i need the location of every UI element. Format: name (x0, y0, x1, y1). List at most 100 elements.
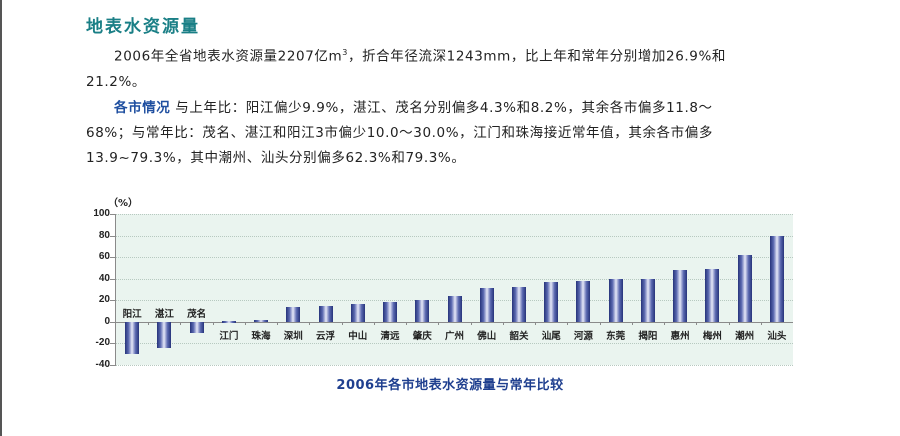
bar-16 (608, 279, 623, 322)
chart-title: 2006年各市地表水资源量与常年比较 (336, 378, 564, 393)
bar-5 (254, 320, 269, 322)
x-tick (567, 322, 568, 325)
bar-2 (157, 321, 172, 349)
x-category-label: 茂名 (187, 308, 207, 320)
x-category-label: 潮州 (735, 330, 755, 342)
x-category-label: 江门 (219, 330, 239, 342)
x-category-label: 惠州 (670, 330, 690, 342)
x-tick (535, 322, 536, 325)
y-tick-label: -20 (95, 337, 110, 348)
bar-14 (544, 282, 559, 322)
x-category-label: 汕尾 (541, 330, 561, 342)
x-category-label: 中山 (348, 330, 368, 342)
x-category-label: 揭阳 (638, 330, 658, 342)
x-tick (600, 322, 601, 325)
y-tick (110, 322, 116, 323)
y-tick-label: 80 (98, 230, 110, 241)
x-tick (406, 322, 407, 325)
cities-lead: 各市情况 (114, 100, 171, 116)
section-title: 地表水资源量 (86, 17, 200, 37)
summary-line2: 21.2%。 (86, 73, 146, 90)
paragraph-cities: 各市情况 与上年比：阳江偏少9.9%，湛江、茂名分别偏多4.3%和8.2%，其余… (86, 96, 806, 171)
gridline (116, 236, 793, 237)
summary-line1-rest: ，折合年径流深1243mm，比上年和常年分别增加26.9%和 (347, 48, 727, 65)
x-tick (632, 322, 633, 325)
y-tick-label: 60 (98, 251, 110, 262)
x-tick (277, 322, 278, 325)
y-tick (110, 279, 116, 280)
bar-6 (286, 306, 301, 322)
y-tick (110, 257, 116, 258)
x-category-label: 佛山 (477, 330, 497, 342)
bar-4 (221, 321, 236, 323)
y-tick (110, 365, 116, 366)
x-tick (729, 322, 730, 325)
cities-line2: 68%；与常年比：茂名、湛江和阳江3市偏少10.0～30.0%，江门和珠海接近常… (86, 125, 713, 141)
summary-sup: 3 (342, 48, 348, 57)
y-axis-unit: （%） (108, 198, 139, 209)
x-tick (503, 322, 504, 325)
y-tick-label: 20 (98, 294, 110, 305)
x-category-label: 肇庆 (412, 330, 432, 342)
bar-11 (447, 295, 462, 322)
zero-baseline (116, 322, 793, 323)
bar-21 (769, 236, 784, 322)
gridline (116, 214, 793, 215)
bar-18 (673, 270, 688, 322)
x-tick (664, 322, 665, 325)
x-category-label: 湛江 (154, 308, 174, 320)
x-category-label: 珠海 (251, 330, 271, 342)
bar-20 (737, 254, 752, 322)
bar-19 (705, 269, 720, 322)
gridline (116, 365, 793, 366)
paragraph-summary: 2006年全省地表水资源量2207亿m3，折合年径流深1243mm，比上年和常年… (86, 40, 806, 95)
y-tick (110, 214, 116, 215)
bar-9 (383, 301, 398, 322)
summary-line1: 2006年全省地表水资源量2207亿m (114, 48, 343, 65)
x-tick (471, 322, 472, 325)
y-axis (115, 214, 116, 365)
x-category-label: 河源 (573, 330, 593, 342)
x-category-label: 清远 (380, 330, 400, 342)
y-tick-label: 0 (104, 316, 110, 327)
bar-10 (415, 299, 430, 322)
bar-15 (576, 281, 591, 322)
y-tick-label: -40 (95, 359, 110, 370)
x-tick (148, 322, 149, 325)
gridline (116, 279, 793, 280)
x-category-label: 韶关 (509, 330, 529, 342)
bar-12 (479, 287, 494, 322)
bar-13 (511, 287, 526, 322)
x-category-label: 阳江 (122, 308, 142, 320)
bar-8 (350, 304, 365, 322)
x-tick (342, 322, 343, 325)
y-tick (110, 300, 116, 301)
x-category-label: 梅州 (702, 330, 722, 342)
x-tick (180, 322, 181, 325)
y-tick (110, 343, 116, 344)
y-tick-label: 40 (98, 273, 110, 284)
x-tick (309, 322, 310, 325)
x-category-label: 云浮 (316, 330, 336, 342)
gridline (116, 257, 793, 258)
bar-17 (640, 278, 655, 322)
bar-7 (318, 306, 333, 322)
x-tick (438, 322, 439, 325)
x-category-label: 汕头 (767, 330, 787, 342)
gridline (116, 343, 793, 344)
x-category-label: 广州 (444, 330, 464, 342)
x-category-label: 深圳 (283, 330, 303, 342)
y-tick (110, 236, 116, 237)
page-left-border (0, 0, 2, 436)
x-tick (761, 322, 762, 325)
x-category-label: 东莞 (606, 330, 626, 342)
x-tick (374, 322, 375, 325)
x-tick (696, 322, 697, 325)
x-tick (213, 322, 214, 325)
cities-line1: 与上年比：阳江偏少9.9%，湛江、茂名分别偏多4.3%和8.2%，其余各市偏多1… (170, 100, 713, 116)
y-tick-label: 100 (93, 208, 110, 219)
x-tick (245, 322, 246, 325)
bar-3 (189, 321, 204, 333)
bar-1 (125, 321, 140, 355)
